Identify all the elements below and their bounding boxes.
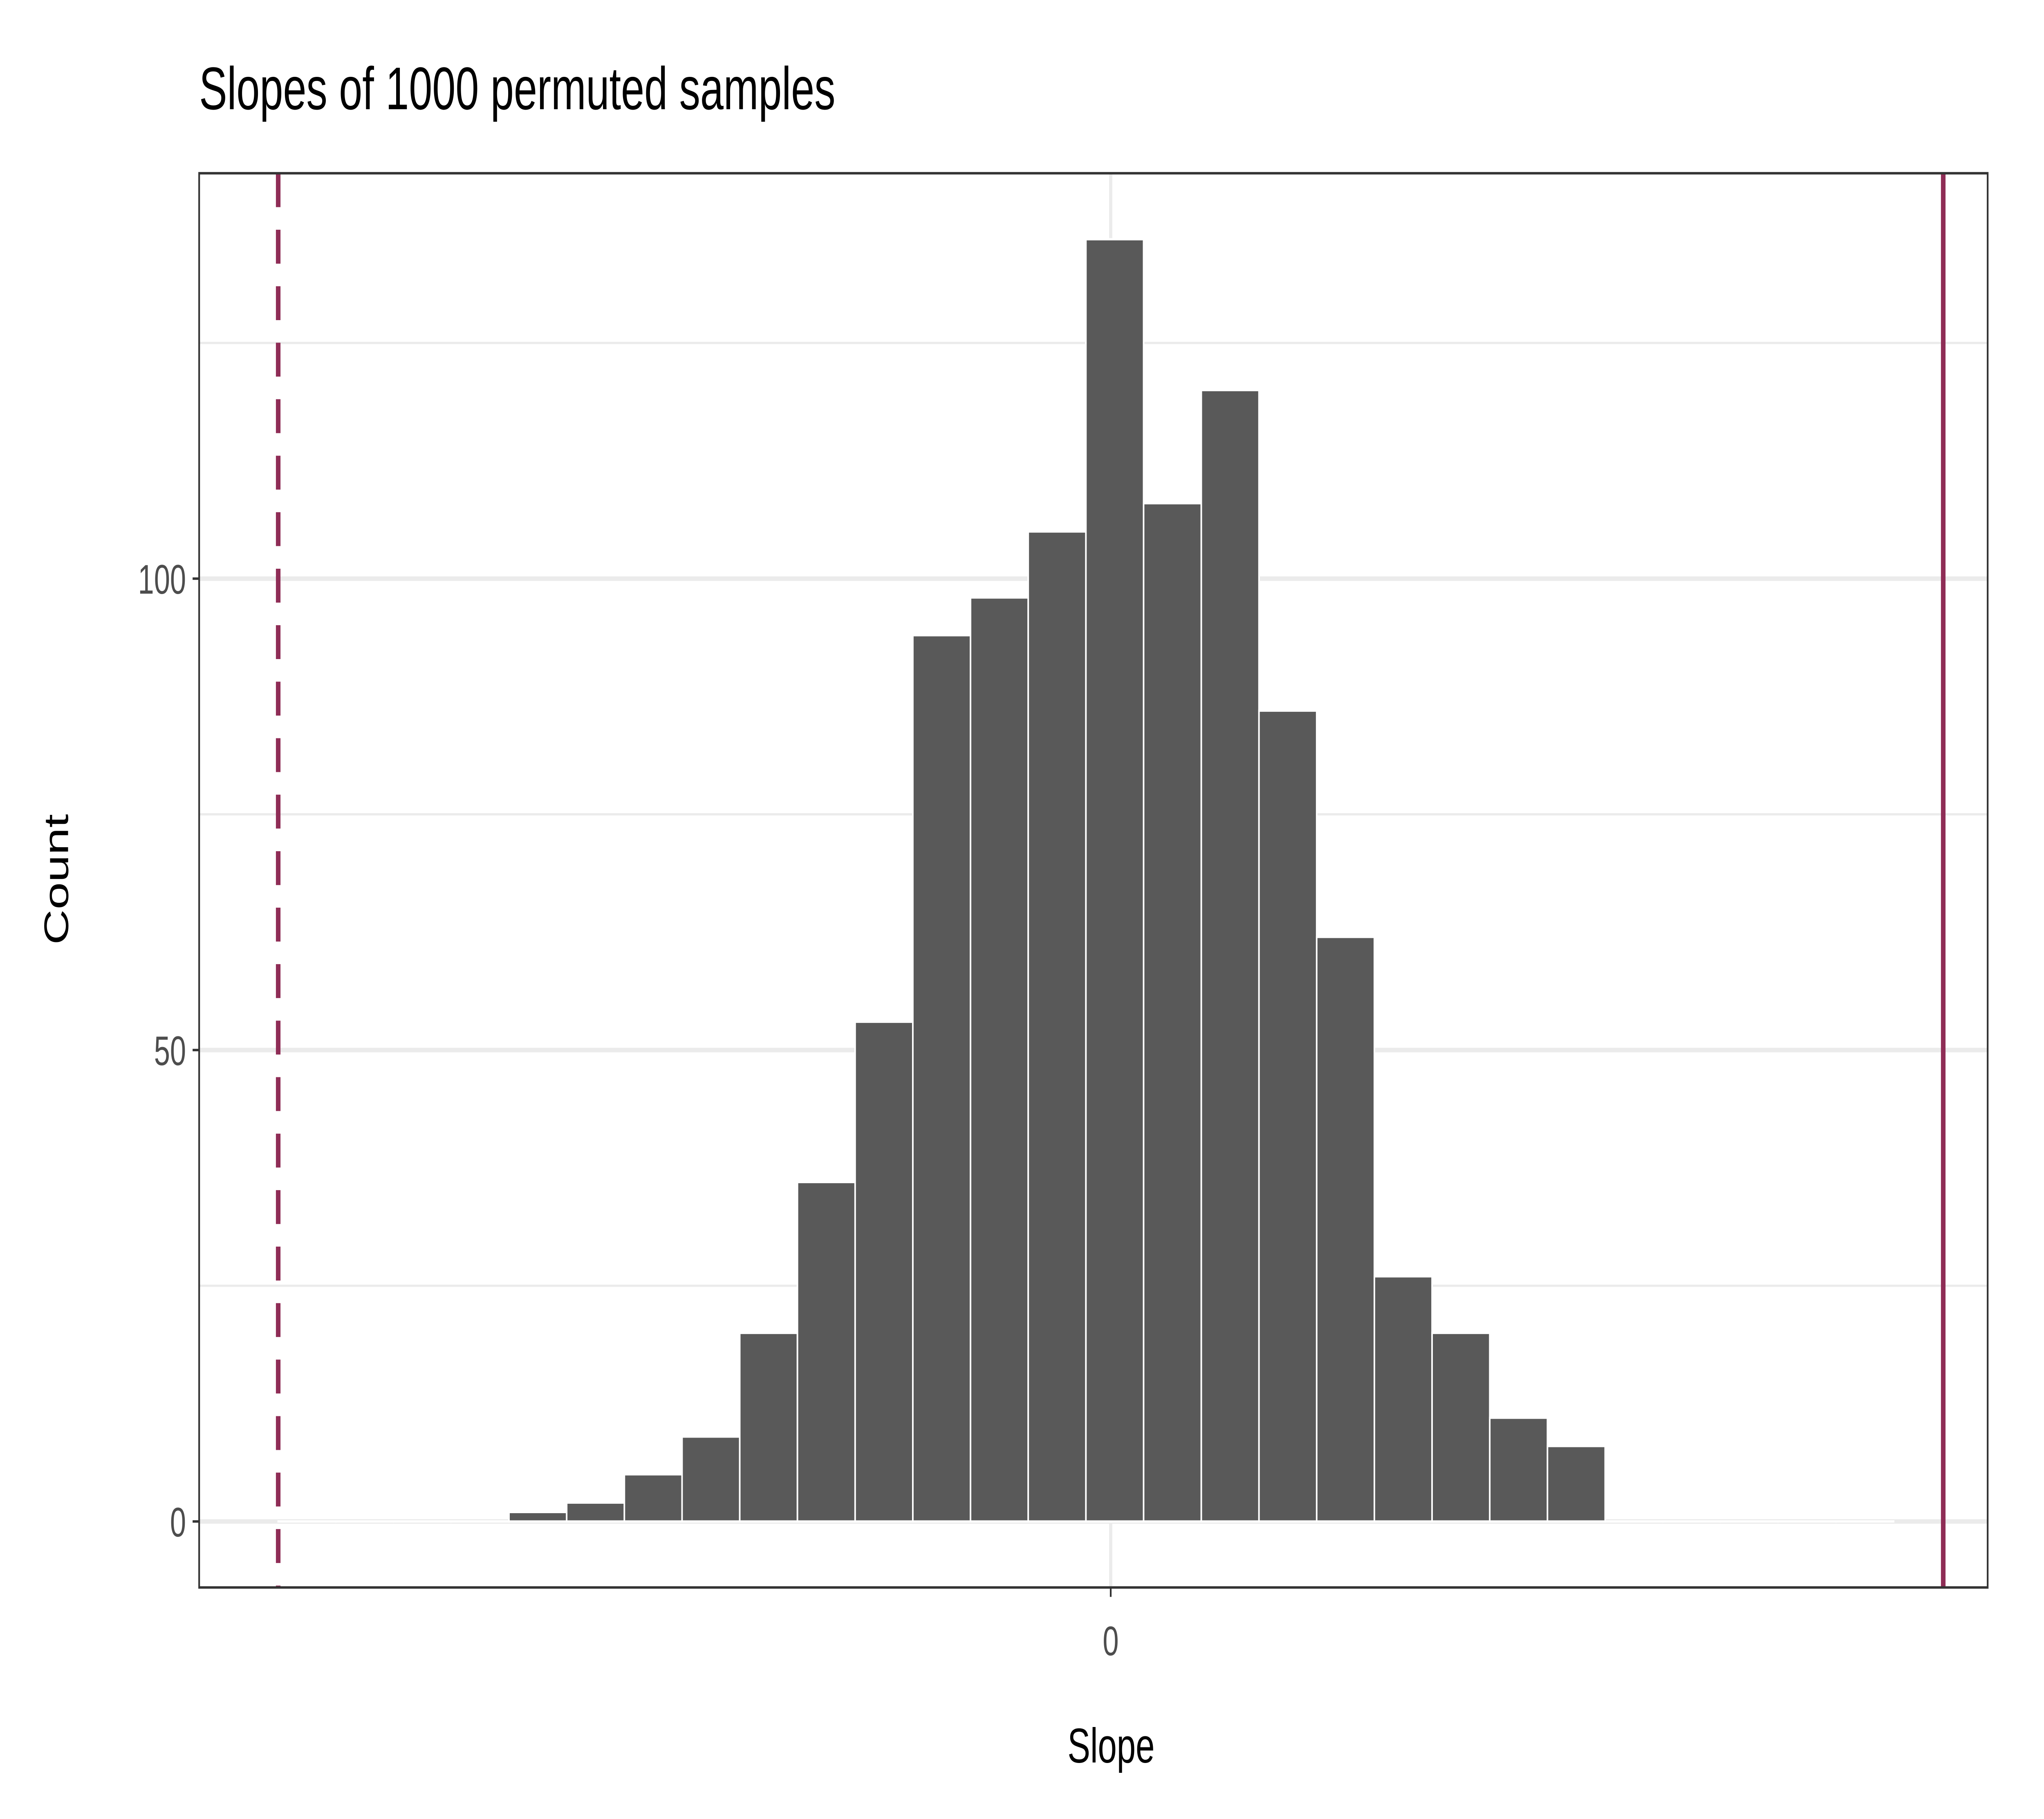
y-axis: 0 50 100: [138, 557, 199, 1546]
y-tick-label: 0: [170, 1500, 186, 1546]
histogram-bar: [681, 1435, 741, 1523]
histogram-bar: [1027, 530, 1087, 1523]
x-axis: 0: [1103, 1587, 1119, 1664]
x-tick-label: 0: [1103, 1618, 1118, 1664]
panel-border: [198, 172, 1989, 1589]
y-axis-title: Count: [38, 814, 76, 945]
y-tick-label: 50: [154, 1028, 186, 1074]
histogram-bar: [508, 1511, 568, 1523]
histogram-bar: [1431, 1332, 1491, 1523]
histogram-bar: [854, 1021, 914, 1523]
histogram-bar: [1200, 389, 1260, 1523]
chart-title: Slopes of 1000 permuted samples: [199, 55, 835, 122]
histogram-bar: [1489, 1416, 1549, 1523]
bars: [277, 238, 1895, 1523]
histogram-bar: [1546, 1445, 1606, 1523]
histogram-bar: [739, 1332, 798, 1523]
y-tick-label: 100: [138, 557, 186, 603]
histogram-bar: [970, 596, 1029, 1523]
histogram-bar: [1143, 502, 1202, 1523]
histogram-bar: [1085, 238, 1145, 1523]
histogram-bar: [1258, 709, 1318, 1523]
histogram-bar: [623, 1473, 683, 1523]
reference-lines: [276, 173, 1946, 1588]
histogram-bar: [796, 1181, 856, 1523]
x-axis-title: Slope: [1067, 1718, 1154, 1773]
histogram-bar: [566, 1501, 625, 1523]
histogram-bar: [1374, 1275, 1433, 1523]
histogram-bar: [912, 634, 971, 1523]
histogram-bar: [1316, 935, 1375, 1523]
